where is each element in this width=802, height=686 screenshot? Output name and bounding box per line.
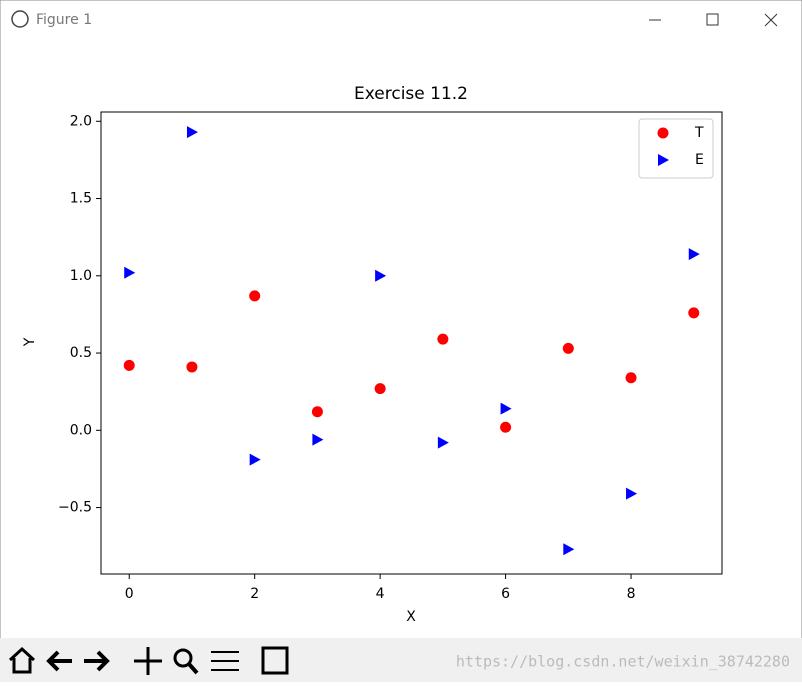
y-tick-label: 2.0 [70, 113, 92, 129]
point [563, 543, 575, 556]
toolbar-buttons [8, 646, 289, 675]
save-button[interactable] [261, 646, 289, 675]
point [312, 433, 324, 446]
x-tick-label: 2 [250, 586, 259, 602]
app-icon [11, 10, 29, 28]
point [437, 436, 449, 449]
point [375, 269, 387, 282]
point [186, 126, 198, 139]
plot-frame [100, 111, 723, 575]
y-tick-label: 1.0 [70, 268, 92, 284]
point [437, 333, 449, 345]
point [249, 453, 261, 466]
point [688, 248, 700, 261]
home-button[interactable] [8, 646, 36, 674]
legend-box [638, 118, 714, 179]
back-button[interactable] [46, 650, 72, 672]
y-tick-label: 0.5 [70, 345, 92, 361]
point [124, 266, 136, 279]
legend-label: T [694, 125, 704, 141]
point [374, 383, 386, 395]
toolbar [0, 638, 802, 682]
y-tick-label: −0.5 [58, 500, 92, 516]
legend-marker [658, 154, 669, 166]
legend-label: E [695, 152, 704, 168]
point [249, 290, 261, 302]
x-tick-label: 0 [125, 586, 134, 602]
forward-button[interactable] [84, 650, 110, 672]
point [562, 342, 574, 354]
point [123, 359, 135, 371]
point [688, 307, 700, 319]
x-tick-label: 8 [627, 586, 636, 602]
window-title: Figure 1 [36, 12, 92, 28]
close-button[interactable] [764, 13, 778, 27]
y-axis-label: Y [22, 337, 38, 347]
chart-title: Exercise 11.2 [354, 84, 468, 104]
zoom-button[interactable] [173, 648, 199, 675]
configure-button[interactable] [211, 651, 239, 671]
pan-button[interactable] [134, 647, 162, 675]
legend-marker [657, 127, 669, 139]
x-tick-label: 6 [501, 586, 510, 602]
x-tick-label: 4 [376, 586, 385, 602]
point [500, 402, 512, 415]
point [625, 372, 637, 384]
y-tick-label: 0.0 [70, 422, 92, 438]
point [500, 421, 512, 433]
maximize-button[interactable] [706, 13, 719, 26]
y-tick-label: 1.5 [70, 191, 92, 207]
x-axis-label: X [406, 609, 416, 625]
title-bar: Figure 1 [11, 10, 778, 28]
point [311, 406, 323, 418]
point [186, 361, 198, 373]
watermark: https://blog.csdn.net/weixin_38742280 [456, 653, 790, 671]
point [626, 487, 638, 500]
